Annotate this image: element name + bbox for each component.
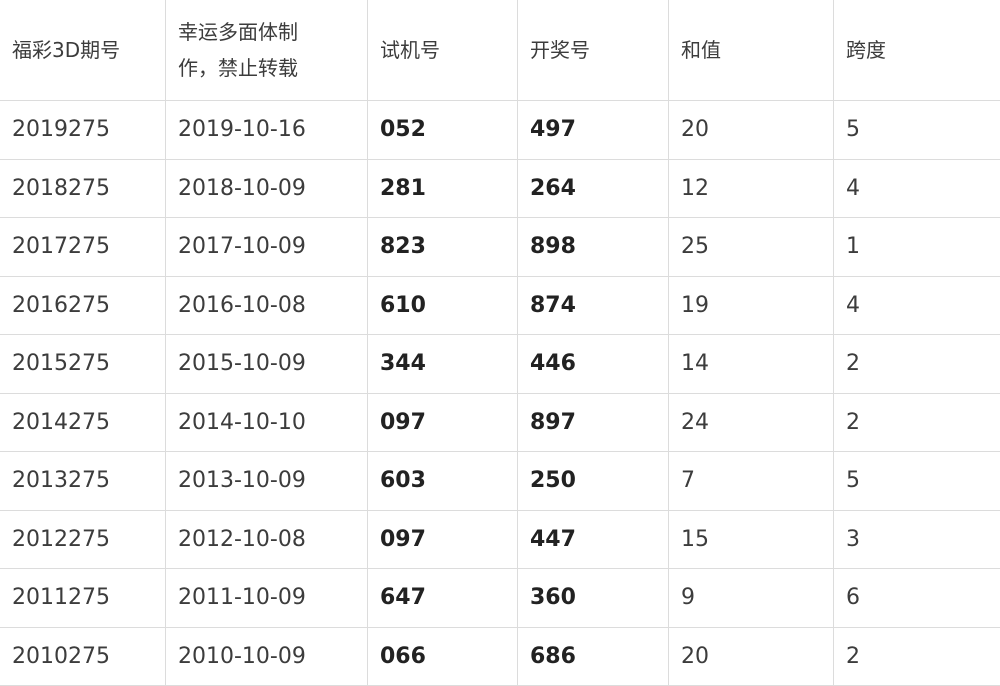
- cell-date: 2016-10-08: [166, 276, 368, 335]
- cell-issue: 2018275: [0, 159, 166, 218]
- cell-issue: 2013275: [0, 452, 166, 511]
- cell-date: 2014-10-10: [166, 393, 368, 452]
- cell-issue: 2017275: [0, 218, 166, 277]
- cell-test-number: 052: [368, 101, 518, 160]
- header-span: 跨度: [834, 0, 1000, 101]
- cell-draw-number: 447: [518, 510, 669, 569]
- cell-sum: 20: [669, 627, 834, 686]
- cell-sum: 20: [669, 101, 834, 160]
- cell-span: 6: [834, 569, 1000, 628]
- cell-span: 1: [834, 218, 1000, 277]
- cell-draw-number: 497: [518, 101, 669, 160]
- cell-span: 2: [834, 627, 1000, 686]
- cell-draw-number: 874: [518, 276, 669, 335]
- cell-date: 2011-10-09: [166, 569, 368, 628]
- cell-sum: 9: [669, 569, 834, 628]
- header-sum: 和值: [669, 0, 834, 101]
- cell-span: 5: [834, 101, 1000, 160]
- cell-span: 2: [834, 335, 1000, 394]
- cell-date: 2017-10-09: [166, 218, 368, 277]
- cell-sum: 19: [669, 276, 834, 335]
- cell-test-number: 281: [368, 159, 518, 218]
- cell-date: 2019-10-16: [166, 101, 368, 160]
- cell-draw-number: 686: [518, 627, 669, 686]
- cell-issue: 2010275: [0, 627, 166, 686]
- cell-test-number: 097: [368, 510, 518, 569]
- cell-draw-number: 360: [518, 569, 669, 628]
- cell-test-number: 647: [368, 569, 518, 628]
- cell-draw-number: 250: [518, 452, 669, 511]
- cell-issue: 2016275: [0, 276, 166, 335]
- cell-draw-number: 897: [518, 393, 669, 452]
- cell-issue: 2019275: [0, 101, 166, 160]
- header-issue: 福彩3D期号: [0, 0, 166, 101]
- header-draw-number: 开奖号: [518, 0, 669, 101]
- cell-test-number: 344: [368, 335, 518, 394]
- cell-sum: 12: [669, 159, 834, 218]
- cell-span: 4: [834, 159, 1000, 218]
- cell-span: 3: [834, 510, 1000, 569]
- header-date: 幸运多面体制作，禁止转载: [166, 0, 368, 101]
- cell-test-number: 610: [368, 276, 518, 335]
- cell-date: 2012-10-08: [166, 510, 368, 569]
- cell-test-number: 097: [368, 393, 518, 452]
- cell-test-number: 823: [368, 218, 518, 277]
- cell-sum: 14: [669, 335, 834, 394]
- cell-issue: 2014275: [0, 393, 166, 452]
- cell-issue: 2011275: [0, 569, 166, 628]
- cell-test-number: 603: [368, 452, 518, 511]
- cell-issue: 2012275: [0, 510, 166, 569]
- cell-draw-number: 898: [518, 218, 669, 277]
- cell-sum: 25: [669, 218, 834, 277]
- header-row: 福彩3D期号 幸运多面体制作，禁止转载 试机号 开奖号 和值 跨度: [0, 0, 1000, 101]
- cell-date: 2018-10-09: [166, 159, 368, 218]
- cell-span: 2: [834, 393, 1000, 452]
- cell-date: 2013-10-09: [166, 452, 368, 511]
- cell-sum: 7: [669, 452, 834, 511]
- cell-sum: 15: [669, 510, 834, 569]
- cell-draw-number: 264: [518, 159, 669, 218]
- cell-test-number: 066: [368, 627, 518, 686]
- cell-span: 5: [834, 452, 1000, 511]
- cell-sum: 24: [669, 393, 834, 452]
- cell-issue: 2015275: [0, 335, 166, 394]
- cell-draw-number: 446: [518, 335, 669, 394]
- cell-span: 4: [834, 276, 1000, 335]
- cell-date: 2015-10-09: [166, 335, 368, 394]
- cell-date: 2010-10-09: [166, 627, 368, 686]
- header-test-number: 试机号: [368, 0, 518, 101]
